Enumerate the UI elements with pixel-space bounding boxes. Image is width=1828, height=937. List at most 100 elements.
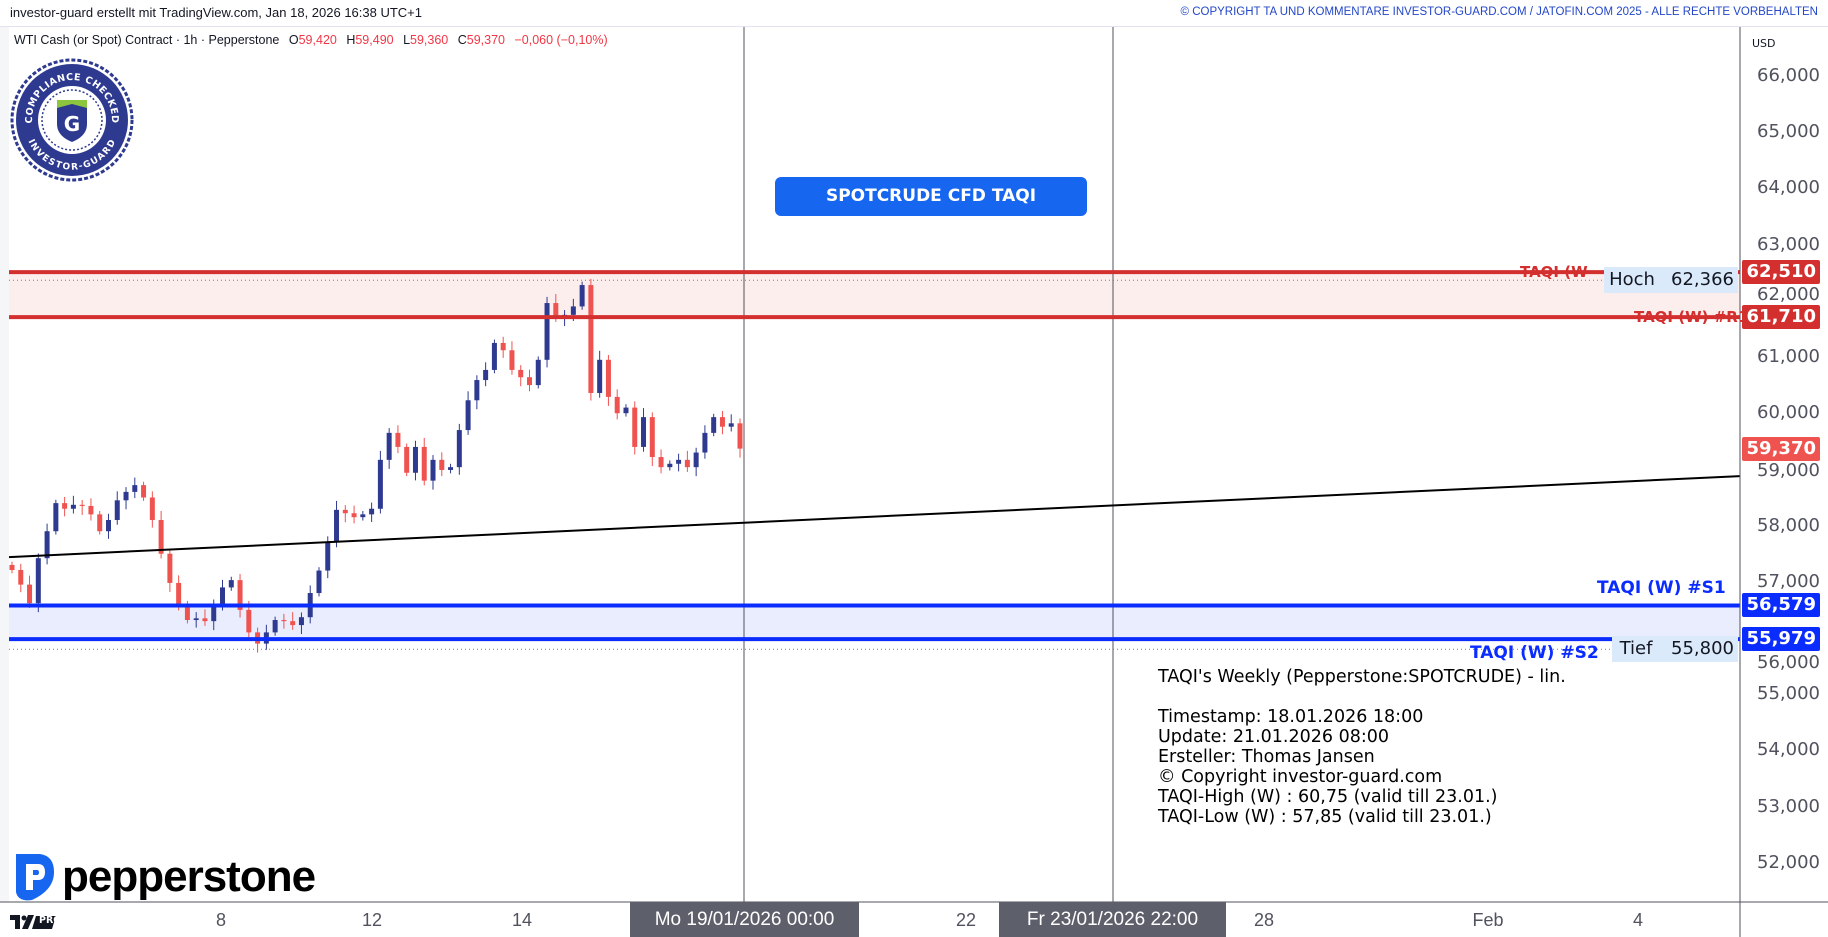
candle bbox=[588, 278, 594, 401]
candle-body bbox=[649, 417, 655, 458]
created-by-text: investor-guard erstellt mit TradingView.… bbox=[10, 5, 423, 20]
trendline[interactable] bbox=[8, 475, 1741, 559]
candle-body bbox=[579, 285, 585, 307]
candle-body bbox=[526, 377, 532, 386]
open-value: 59,420 bbox=[298, 33, 337, 47]
high-label: H bbox=[346, 33, 356, 47]
candle bbox=[474, 375, 480, 410]
x-crosshair-label-jan19: Mo 19/01/2026 00:00 bbox=[630, 902, 859, 937]
candle-body bbox=[70, 504, 76, 509]
candle bbox=[404, 443, 410, 477]
symbol-name[interactable]: WTI Cash (or Spot) Contract · 1h · Peppe… bbox=[14, 33, 280, 47]
candle-body bbox=[518, 369, 524, 378]
y-tick-label: 64,000 bbox=[1757, 177, 1820, 199]
snapshot-label[interactable]: SPOTCRUDE CFD TAQI SNAPSHOT bbox=[775, 177, 1087, 245]
candle-body bbox=[377, 459, 383, 509]
candle bbox=[290, 612, 296, 630]
close-value: 59,370 bbox=[466, 33, 506, 47]
candle-body bbox=[220, 587, 226, 605]
candle-body bbox=[474, 380, 480, 401]
change-value: −0,060 (−0,10%) bbox=[514, 33, 608, 47]
candle bbox=[105, 513, 111, 539]
top-bar: investor-guard erstellt mit TradingView.… bbox=[0, 0, 1828, 27]
candle-body bbox=[570, 306, 576, 315]
y-tick-label: 61,000 bbox=[1757, 346, 1820, 367]
candle-body bbox=[53, 503, 59, 532]
candle-body bbox=[149, 497, 155, 520]
candle-body bbox=[246, 609, 252, 633]
tradingview-logo[interactable]: PRO bbox=[10, 915, 61, 929]
left-margin bbox=[0, 27, 9, 902]
currency-label[interactable]: USD bbox=[1752, 37, 1776, 50]
high-marker-label: Hoch bbox=[1604, 267, 1660, 294]
candle-body bbox=[184, 604, 190, 621]
candle-body bbox=[114, 500, 120, 520]
candle-body bbox=[623, 407, 629, 414]
candle bbox=[35, 553, 41, 613]
x-tick-label: Feb bbox=[1472, 910, 1504, 930]
candle-body bbox=[123, 491, 129, 501]
candle-body bbox=[509, 350, 515, 370]
candle-body bbox=[298, 617, 304, 626]
candle-body bbox=[62, 503, 68, 509]
candle-body bbox=[35, 558, 41, 604]
candle bbox=[412, 440, 418, 481]
candle-body bbox=[202, 618, 208, 622]
candle bbox=[88, 498, 94, 521]
candle-body bbox=[176, 582, 182, 605]
pro-badge: PRO bbox=[39, 915, 62, 926]
candle-body bbox=[211, 604, 217, 622]
candle-body bbox=[351, 513, 357, 518]
level-price-box: 61,710 bbox=[1742, 305, 1820, 330]
candle bbox=[377, 450, 383, 514]
candle-body bbox=[228, 580, 234, 588]
candle bbox=[491, 339, 497, 374]
info-copyright: © Copyright investor-guard.com bbox=[1158, 767, 1443, 787]
support-zone bbox=[9, 605, 1740, 640]
candle bbox=[526, 369, 532, 392]
candle-body bbox=[597, 359, 603, 393]
candle-body bbox=[88, 505, 94, 515]
candle-body bbox=[237, 580, 243, 610]
candle bbox=[167, 548, 173, 592]
candle-body bbox=[456, 430, 462, 468]
candle-body bbox=[544, 303, 550, 360]
candle-body bbox=[97, 514, 103, 532]
level-price-box: 55,979 bbox=[1742, 627, 1820, 652]
candle bbox=[202, 609, 208, 626]
taqi-info-box[interactable]: TAQI's Weekly (Pepperstone:SPOTCRUDE) - … bbox=[1158, 667, 1566, 827]
low-value: 59,360 bbox=[410, 33, 449, 47]
candle bbox=[684, 450, 690, 472]
candle bbox=[228, 576, 234, 591]
candle-body bbox=[614, 396, 620, 414]
y-tick-label: 60,000 bbox=[1757, 402, 1820, 424]
level-label: TAQI (W) #R1 bbox=[1634, 308, 1749, 327]
y-tick-label: 53,000 bbox=[1757, 795, 1820, 817]
candle-body bbox=[281, 620, 287, 622]
candle bbox=[18, 563, 24, 593]
candle bbox=[44, 523, 50, 565]
candle bbox=[623, 404, 629, 417]
resistance-zone bbox=[9, 272, 1740, 318]
candle bbox=[316, 567, 322, 597]
x-tick-label: 4 bbox=[1632, 910, 1644, 930]
candle-body bbox=[728, 423, 734, 427]
candle bbox=[79, 500, 85, 515]
candle bbox=[158, 510, 164, 559]
candle bbox=[649, 412, 655, 467]
candle-body bbox=[693, 452, 699, 468]
candle-body bbox=[719, 417, 725, 427]
candle-body bbox=[44, 531, 50, 559]
y-tick-label: 57,000 bbox=[1757, 570, 1820, 592]
level-label: TAQI (W) #S2 bbox=[1470, 643, 1599, 664]
candle-body bbox=[430, 459, 436, 481]
candle bbox=[614, 389, 620, 420]
candle bbox=[500, 336, 506, 358]
candle-body bbox=[535, 359, 541, 386]
candle bbox=[544, 296, 550, 368]
candle bbox=[53, 499, 59, 535]
candle bbox=[667, 460, 673, 471]
y-tick-label: 62,000 bbox=[1757, 283, 1820, 305]
candle-body bbox=[491, 342, 497, 370]
